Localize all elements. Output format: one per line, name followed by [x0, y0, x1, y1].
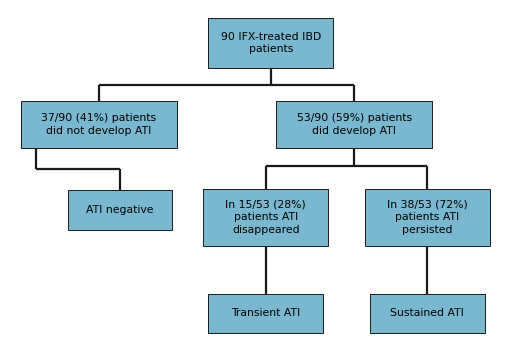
Text: 37/90 (41%) patients
did not develop ATI: 37/90 (41%) patients did not develop ATI: [42, 114, 156, 136]
Text: ATI negative: ATI negative: [86, 205, 154, 215]
FancyBboxPatch shape: [276, 101, 432, 148]
FancyBboxPatch shape: [208, 294, 323, 333]
Text: Sustained ATI: Sustained ATI: [390, 308, 464, 318]
FancyBboxPatch shape: [365, 189, 490, 246]
Text: Transient ATI: Transient ATI: [231, 308, 300, 318]
Text: 53/90 (59%) patients
did develop ATI: 53/90 (59%) patients did develop ATI: [297, 114, 412, 136]
FancyBboxPatch shape: [370, 294, 485, 333]
FancyBboxPatch shape: [68, 190, 172, 230]
FancyBboxPatch shape: [21, 101, 177, 148]
FancyBboxPatch shape: [208, 18, 333, 68]
Text: In 15/53 (28%)
patients ATI
disappeared: In 15/53 (28%) patients ATI disappeared: [226, 200, 306, 235]
Text: 90 IFX-treated IBD
patients: 90 IFX-treated IBD patients: [221, 32, 321, 54]
Text: In 38/53 (72%)
patients ATI
persisted: In 38/53 (72%) patients ATI persisted: [387, 200, 467, 235]
FancyBboxPatch shape: [203, 189, 328, 246]
